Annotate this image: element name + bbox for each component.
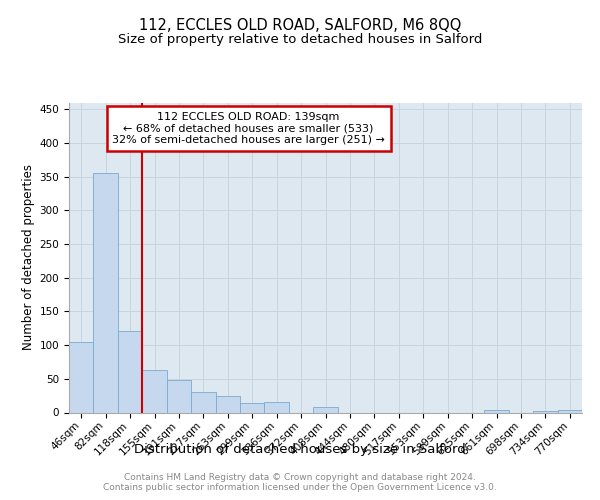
- Bar: [215, 396, 240, 412]
- Bar: [191, 392, 215, 412]
- Bar: [313, 407, 338, 412]
- Bar: [484, 410, 509, 412]
- Text: Contains HM Land Registry data © Crown copyright and database right 2024.
Contai: Contains HM Land Registry data © Crown c…: [103, 472, 497, 492]
- Bar: [167, 380, 191, 412]
- Text: Distribution of detached houses by size in Salford: Distribution of detached houses by size …: [134, 442, 466, 456]
- Bar: [142, 370, 167, 412]
- Text: 112, ECCLES OLD ROAD, SALFORD, M6 8QQ: 112, ECCLES OLD ROAD, SALFORD, M6 8QQ: [139, 18, 461, 32]
- Text: 112 ECCLES OLD ROAD: 139sqm
← 68% of detached houses are smaller (533)
32% of se: 112 ECCLES OLD ROAD: 139sqm ← 68% of det…: [112, 112, 385, 145]
- Bar: [533, 411, 557, 412]
- Bar: [69, 342, 94, 412]
- Bar: [240, 403, 265, 412]
- Bar: [557, 410, 582, 412]
- Bar: [118, 331, 142, 412]
- Text: Size of property relative to detached houses in Salford: Size of property relative to detached ho…: [118, 32, 482, 46]
- Bar: [94, 174, 118, 412]
- Y-axis label: Number of detached properties: Number of detached properties: [22, 164, 35, 350]
- Bar: [265, 402, 289, 412]
